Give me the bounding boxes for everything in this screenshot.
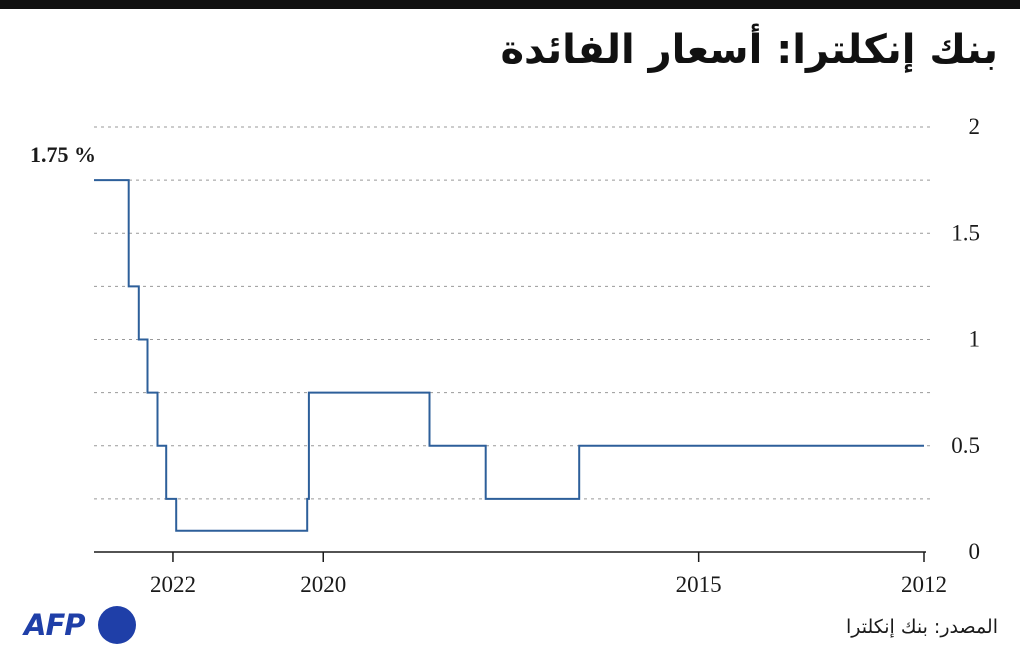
chart-title: بنك إنكلترا: أسعار الفائدة xyxy=(500,27,998,73)
x-tick-label: 2012 xyxy=(901,572,947,597)
y-tick-label: 0.5 xyxy=(951,433,980,458)
y-tick-label: 0 xyxy=(969,539,981,564)
afp-logo: AFP xyxy=(24,606,144,646)
axis-layer xyxy=(94,551,926,562)
y-tick-label: 1.5 xyxy=(951,220,980,245)
y-tick-label: 2 xyxy=(969,114,981,139)
x-tick-label: 2020 xyxy=(300,572,346,597)
afp-logo-text: AFP xyxy=(24,608,86,642)
x-tick-label: 2022 xyxy=(150,572,196,597)
source-note: المصدر: بنك إنكلترا xyxy=(845,616,998,638)
rate-step-line xyxy=(94,179,924,532)
last-value-label: 1.75 % xyxy=(30,142,96,167)
top-rule xyxy=(0,0,1020,9)
grid-layer xyxy=(94,126,932,500)
line-layer xyxy=(94,179,924,532)
x-tick-label: 2015 xyxy=(676,572,722,597)
label-layer: 0 0.5 1 1.5 2 2012 2015 2020 2022 1.75 % xyxy=(30,114,980,597)
afp-logo-dot xyxy=(98,606,136,644)
y-tick-label: 1 xyxy=(969,327,981,352)
